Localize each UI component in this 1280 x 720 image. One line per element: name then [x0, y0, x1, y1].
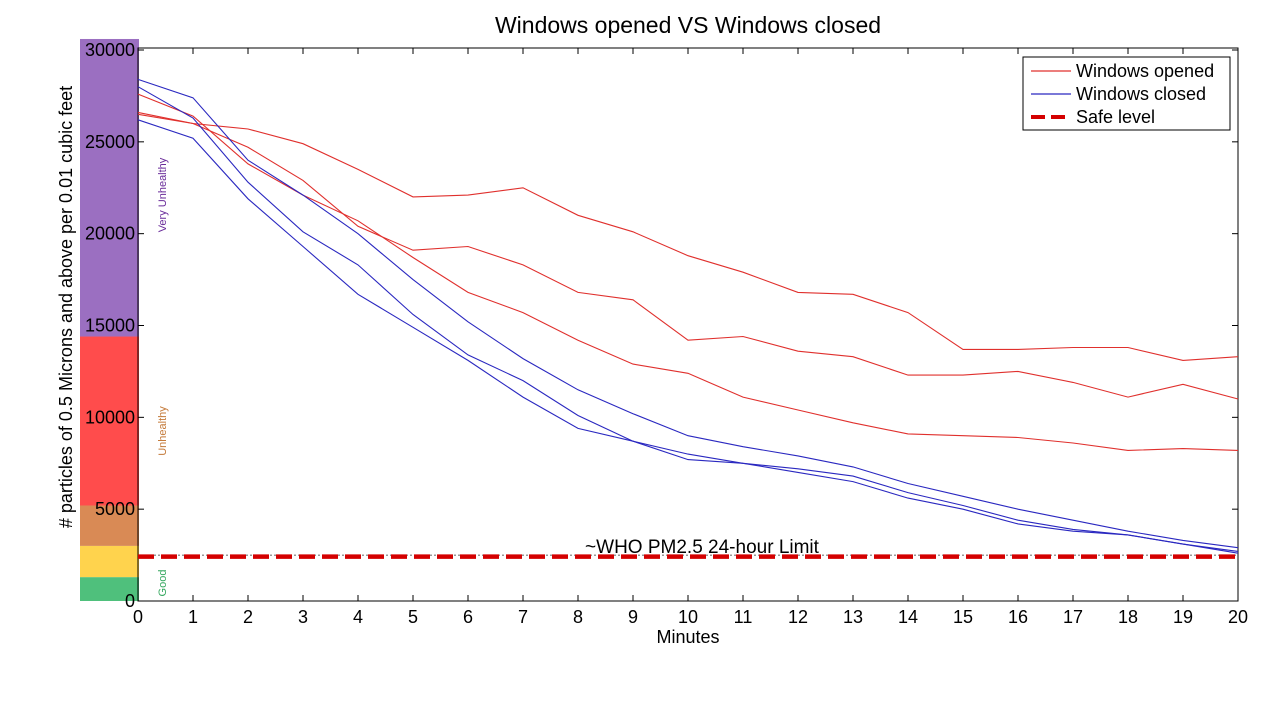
- y-axis-label: # particles of 0.5 Microns and above per…: [56, 86, 76, 528]
- band-label-very-unhealthy: Very Unhealthy: [157, 157, 169, 232]
- series-line-windows-closed: [137, 119, 1239, 552]
- y-tick-label: 30000: [85, 40, 135, 60]
- plot-area: [137, 47, 1239, 602]
- x-tick-label: 9: [628, 607, 638, 627]
- x-tick-label: 20: [1228, 607, 1248, 627]
- y-tick-label: 20000: [85, 224, 135, 244]
- annotation-who-limit: ~WHO PM2.5 24-hour Limit: [585, 537, 820, 558]
- x-tick-label: 11: [734, 607, 753, 627]
- x-tick-label: 1: [188, 607, 198, 627]
- x-tick-label: 5: [408, 607, 418, 627]
- series-line-windows-closed: [137, 86, 1239, 554]
- x-tick-label: 18: [1118, 607, 1138, 627]
- y-axis-ticks: 0 5000 10000 15000 20000 25000 30000: [85, 40, 1238, 611]
- x-tick-label: 2: [243, 607, 253, 627]
- x-tick-label: 8: [573, 607, 583, 627]
- x-tick-label: 3: [298, 607, 308, 627]
- x-tick-label: 16: [1008, 607, 1028, 627]
- x-tick-label: 15: [953, 607, 973, 627]
- series-line-windows-closed: [137, 78, 1239, 549]
- band-good: [80, 577, 139, 601]
- aqi-bands: Good Unhealthy Very Unhealthy: [80, 38, 169, 601]
- x-tick-label: 13: [843, 607, 863, 627]
- x-tick-label: 12: [788, 607, 808, 627]
- band-sensitive: [80, 505, 139, 546]
- x-tick-label: 19: [1173, 607, 1193, 627]
- x-tick-label: 17: [1063, 607, 1083, 627]
- x-tick-label: 6: [463, 607, 473, 627]
- y-tick-label: 0: [125, 591, 135, 611]
- x-axis-ticks: 0 1 2 3 4 5 6 7 8 9 10 11 12 13 14 15 16 17 18 19 20: [133, 48, 1248, 627]
- band-very-unhealthy: [80, 38, 139, 337]
- band-label-unhealthy: Unhealthy: [157, 406, 169, 456]
- band-label-good: Good: [157, 570, 169, 597]
- legend: Windows opened Windows closed Safe level: [1022, 56, 1231, 131]
- y-tick-label: 10000: [85, 407, 135, 427]
- band-moderate: [80, 545, 139, 578]
- y-tick-label: 25000: [85, 132, 135, 152]
- series-line-windows-opened: [137, 93, 1239, 451]
- legend-label-opened: Windows opened: [1076, 61, 1214, 81]
- band-unhealthy: [80, 336, 139, 506]
- legend-label-closed: Windows closed: [1076, 84, 1206, 104]
- series-line-windows-opened: [137, 113, 1239, 361]
- x-tick-label: 7: [518, 607, 528, 627]
- y-tick-label: 15000: [85, 316, 135, 336]
- y-tick-label: 5000: [95, 499, 135, 519]
- legend-label-safe: Safe level: [1076, 107, 1155, 127]
- x-tick-label: 14: [898, 607, 918, 627]
- x-tick-label: 0: [133, 607, 143, 627]
- series-line-windows-opened: [137, 111, 1239, 400]
- x-tick-label: 4: [353, 607, 363, 627]
- x-tick-label: 10: [678, 607, 698, 627]
- x-axis-label: Minutes: [656, 627, 719, 647]
- series-group: [137, 78, 1239, 559]
- chart-title: Windows opened VS Windows closed: [495, 12, 881, 38]
